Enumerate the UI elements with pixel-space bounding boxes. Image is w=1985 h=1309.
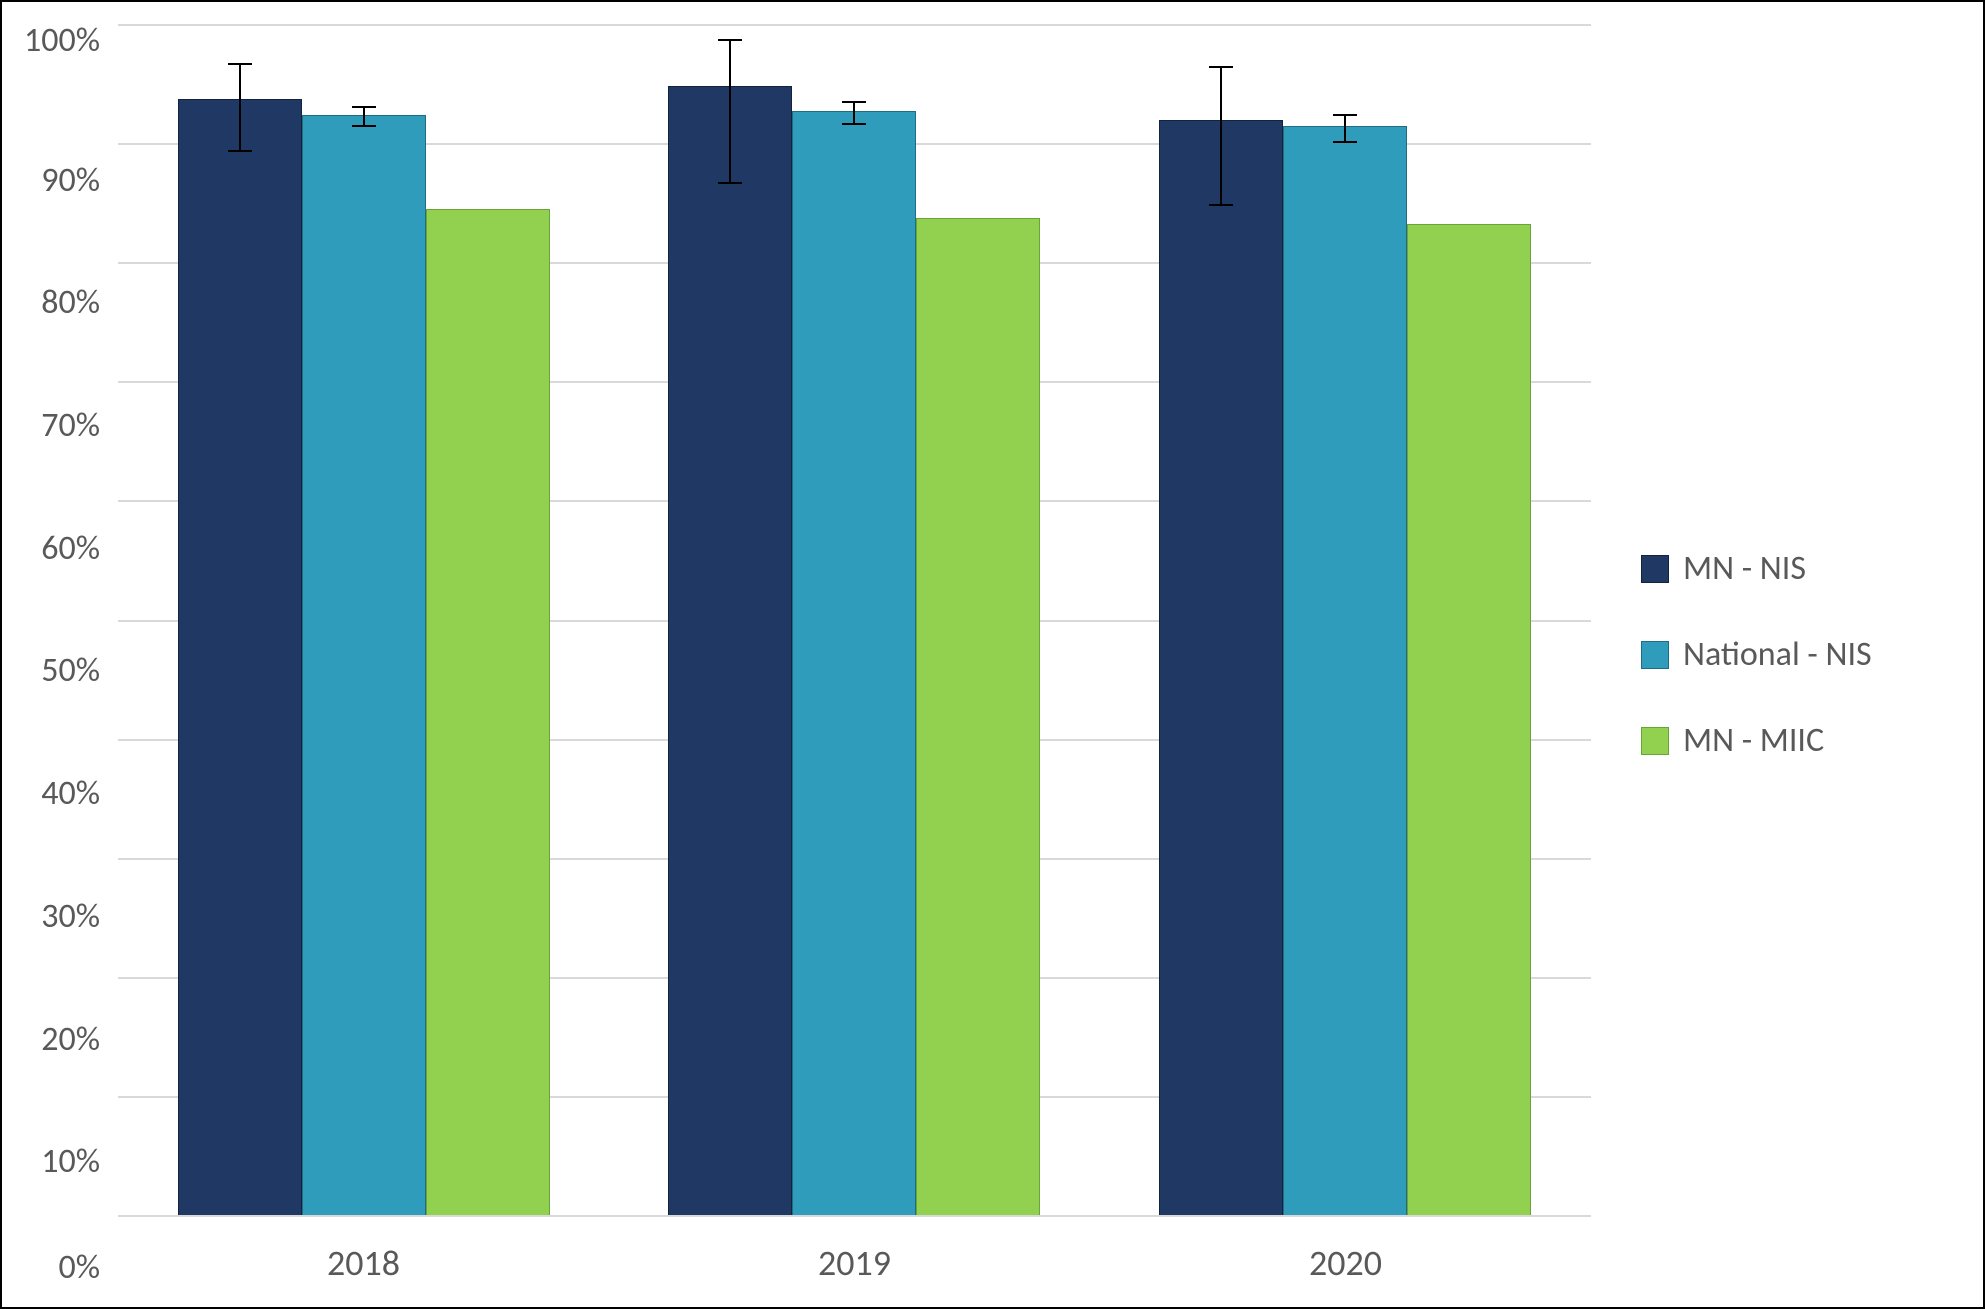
error-cap-bottom: [228, 150, 252, 152]
error-bar: [1344, 114, 1346, 140]
bar-mn_miic: [916, 218, 1040, 1215]
legend-swatch: [1641, 727, 1669, 755]
bar-mn_miic: [1407, 224, 1531, 1215]
legend-item-mn_nis: MN - NIS: [1641, 548, 1961, 589]
error-cap-top: [1333, 114, 1357, 116]
legend-swatch: [1641, 555, 1669, 583]
x-tick-label: 2018: [327, 1241, 400, 1285]
y-tick-label: 20%: [41, 1023, 100, 1057]
x-axis: 2018 2019 2020: [118, 1217, 1591, 1285]
bar-mn_nis: [178, 99, 302, 1215]
bar-mn_miic: [426, 209, 550, 1215]
y-tick-label: 100%: [24, 24, 100, 58]
legend-item-mn_miic: MN - MIIC: [1641, 720, 1961, 761]
x-tick-label: 2020: [1309, 1241, 1382, 1285]
bar-group: [178, 24, 550, 1215]
plot-body: 100%90%80%70%60%50%40%30%20%10%0% 201820…: [24, 24, 1591, 1285]
error-cap-top: [228, 63, 252, 65]
legend: MN - NIS National - NIS MN - MIIC: [1591, 24, 1961, 1285]
error-bar: [729, 39, 731, 182]
bars-layer: [118, 24, 1591, 1215]
error-cap-top: [352, 106, 376, 108]
error-cap-bottom: [352, 125, 376, 127]
y-tick-label: 90%: [41, 164, 100, 198]
y-tick-label: 40%: [41, 777, 100, 811]
bar-group: [1159, 24, 1531, 1215]
error-cap-top: [842, 101, 866, 103]
y-tick-label: 30%: [41, 900, 100, 934]
y-tick-label: 50%: [41, 654, 100, 688]
bar-national_nis: [792, 111, 916, 1215]
y-tick-label: 80%: [41, 286, 100, 320]
error-cap-top: [718, 39, 742, 41]
bar-group: [668, 24, 1040, 1215]
y-tick-label: 70%: [41, 409, 100, 443]
legend-swatch: [1641, 641, 1669, 669]
bar-national_nis: [302, 115, 426, 1215]
error-cap-top: [1209, 66, 1233, 68]
legend-label: MN - NIS: [1683, 548, 1806, 589]
plot-section: 100%90%80%70%60%50%40%30%20%10%0% 201820…: [24, 24, 1591, 1285]
error-bar: [239, 63, 241, 150]
y-tick-label: 0%: [58, 1251, 100, 1285]
plot-area: [118, 24, 1591, 1217]
y-tick-label: 10%: [41, 1145, 100, 1179]
x-tick-label: 2019: [818, 1241, 891, 1285]
error-cap-bottom: [842, 123, 866, 125]
bar-mn_nis: [668, 86, 792, 1215]
error-cap-bottom: [1333, 141, 1357, 143]
chart-container: 100%90%80%70%60%50%40%30%20%10%0% 201820…: [0, 0, 1985, 1309]
legend-label: National - NIS: [1683, 634, 1872, 675]
error-cap-bottom: [1209, 204, 1233, 206]
error-bar: [853, 101, 855, 122]
error-bar: [363, 106, 365, 125]
bar-mn_nis: [1159, 120, 1283, 1215]
y-tick-label: 60%: [41, 532, 100, 566]
plot-area-wrap: 2018 2019 2020: [118, 24, 1591, 1285]
bar-national_nis: [1283, 126, 1407, 1215]
legend-item-national_nis: National - NIS: [1641, 634, 1961, 675]
error-cap-bottom: [718, 182, 742, 184]
y-axis: 100% 90% 80% 70% 60% 50% 40% 30% 20% 10% 0%: [24, 24, 118, 1285]
error-bar: [1220, 66, 1222, 204]
legend-label: MN - MIIC: [1683, 720, 1824, 761]
